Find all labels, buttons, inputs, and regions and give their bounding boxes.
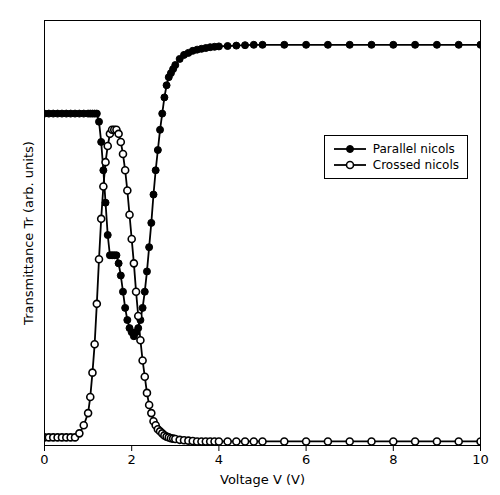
svg-text:4: 4 xyxy=(215,452,223,467)
html-text:Parallel nicols: Parallel nicols xyxy=(372,141,455,156)
svg-text:0: 0 xyxy=(40,452,48,467)
svg-text:8: 8 xyxy=(389,452,397,467)
html-text:Crossed nicols: Crossed nicols xyxy=(372,157,459,172)
svg-text:10: 10 xyxy=(472,452,489,467)
svg-text:2: 2 xyxy=(128,452,136,467)
svg-text:6: 6 xyxy=(302,452,310,467)
svg-text:Transmittance Tr (arb. units): Transmittance Tr (arb. units) xyxy=(21,141,36,326)
svg-text:Voltage V (V): Voltage V (V) xyxy=(220,472,305,487)
